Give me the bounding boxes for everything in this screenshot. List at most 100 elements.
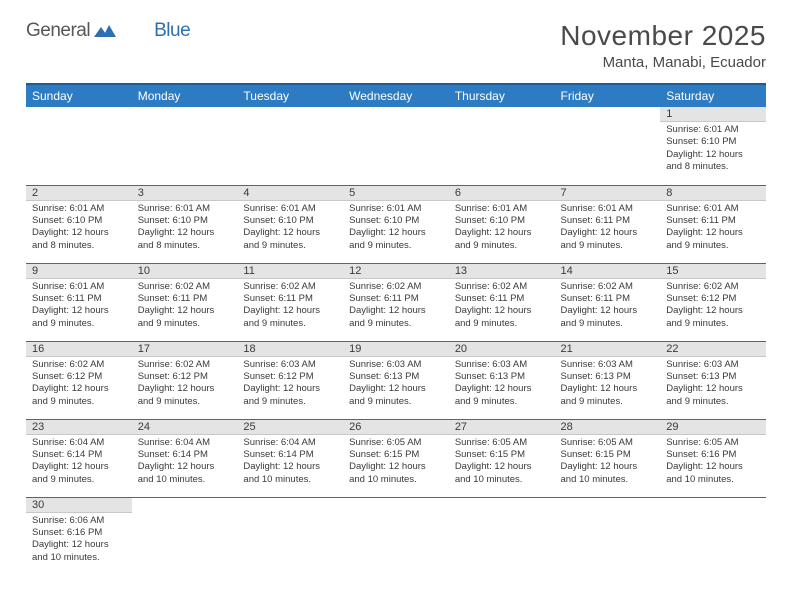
- sunrise-line: Sunrise: 6:01 AM: [138, 203, 210, 214]
- sunrise-line: Sunrise: 6:02 AM: [455, 281, 527, 292]
- day-number: 24: [132, 420, 238, 435]
- sunset-line: Sunset: 6:12 PM: [32, 371, 102, 382]
- header: GeneralBlue November 2025 Manta, Manabi,…: [26, 20, 766, 71]
- sunrise-line: Sunrise: 6:04 AM: [138, 437, 210, 448]
- sunrise-line: Sunrise: 6:02 AM: [32, 359, 104, 370]
- calendar-cell: 29Sunrise: 6:05 AMSunset: 6:16 PMDayligh…: [660, 419, 766, 497]
- sunrise-line: Sunrise: 6:04 AM: [243, 437, 315, 448]
- day-number: 4: [237, 186, 343, 201]
- day-number: 19: [343, 342, 449, 357]
- day-content: Sunrise: 6:05 AMSunset: 6:15 PMDaylight:…: [555, 435, 661, 490]
- day-content: Sunrise: 6:02 AMSunset: 6:11 PMDaylight:…: [555, 279, 661, 334]
- sunset-line: Sunset: 6:11 PM: [138, 293, 208, 304]
- day-number: 13: [449, 264, 555, 279]
- calendar-cell: 25Sunrise: 6:04 AMSunset: 6:14 PMDayligh…: [237, 419, 343, 497]
- calendar-cell: [132, 107, 238, 185]
- sunset-line: Sunset: 6:11 PM: [455, 293, 525, 304]
- day-number: 28: [555, 420, 661, 435]
- day-number: 16: [26, 342, 132, 357]
- daylight-line: Daylight: 12 hours and 9 minutes.: [138, 383, 215, 406]
- daylight-line: Daylight: 12 hours and 9 minutes.: [561, 305, 638, 328]
- day-number: 18: [237, 342, 343, 357]
- daylight-line: Daylight: 12 hours and 9 minutes.: [32, 383, 109, 406]
- daylight-line: Daylight: 12 hours and 9 minutes.: [349, 227, 426, 250]
- calendar-cell: 14Sunrise: 6:02 AMSunset: 6:11 PMDayligh…: [555, 263, 661, 341]
- calendar-cell: 3Sunrise: 6:01 AMSunset: 6:10 PMDaylight…: [132, 185, 238, 263]
- calendar-cell: [343, 107, 449, 185]
- calendar-cell: 30Sunrise: 6:06 AMSunset: 6:16 PMDayligh…: [26, 497, 132, 575]
- sunrise-line: Sunrise: 6:02 AM: [138, 281, 210, 292]
- day-number: 30: [26, 498, 132, 513]
- sunset-line: Sunset: 6:11 PM: [243, 293, 313, 304]
- sunset-line: Sunset: 6:10 PM: [666, 136, 736, 147]
- day-content: Sunrise: 6:01 AMSunset: 6:11 PMDaylight:…: [26, 279, 132, 334]
- sunset-line: Sunset: 6:10 PM: [349, 215, 419, 226]
- day-number: 29: [660, 420, 766, 435]
- day-content: Sunrise: 6:05 AMSunset: 6:16 PMDaylight:…: [660, 435, 766, 490]
- sunset-line: Sunset: 6:14 PM: [32, 449, 102, 460]
- sunset-line: Sunset: 6:11 PM: [561, 215, 631, 226]
- logo: GeneralBlue: [26, 20, 190, 42]
- calendar-body: 1Sunrise: 6:01 AMSunset: 6:10 PMDaylight…: [26, 107, 766, 575]
- sunset-line: Sunset: 6:11 PM: [561, 293, 631, 304]
- sunset-line: Sunset: 6:11 PM: [349, 293, 419, 304]
- sunrise-line: Sunrise: 6:02 AM: [349, 281, 421, 292]
- calendar-header-row: SundayMondayTuesdayWednesdayThursdayFrid…: [26, 84, 766, 107]
- day-number: 21: [555, 342, 661, 357]
- sunrise-line: Sunrise: 6:01 AM: [243, 203, 315, 214]
- calendar-cell: 11Sunrise: 6:02 AMSunset: 6:11 PMDayligh…: [237, 263, 343, 341]
- daylight-line: Daylight: 12 hours and 8 minutes.: [138, 227, 215, 250]
- daylight-line: Daylight: 12 hours and 9 minutes.: [455, 305, 532, 328]
- calendar-cell: 22Sunrise: 6:03 AMSunset: 6:13 PMDayligh…: [660, 341, 766, 419]
- calendar-cell: [26, 107, 132, 185]
- sunset-line: Sunset: 6:13 PM: [349, 371, 419, 382]
- day-content: Sunrise: 6:04 AMSunset: 6:14 PMDaylight:…: [26, 435, 132, 490]
- calendar-cell: 26Sunrise: 6:05 AMSunset: 6:15 PMDayligh…: [343, 419, 449, 497]
- day-number: 8: [660, 186, 766, 201]
- day-number: 17: [132, 342, 238, 357]
- daylight-line: Daylight: 12 hours and 9 minutes.: [349, 383, 426, 406]
- day-content: Sunrise: 6:02 AMSunset: 6:12 PMDaylight:…: [132, 357, 238, 412]
- calendar-cell: 1Sunrise: 6:01 AMSunset: 6:10 PMDaylight…: [660, 107, 766, 185]
- sunset-line: Sunset: 6:10 PM: [455, 215, 525, 226]
- day-content: Sunrise: 6:02 AMSunset: 6:12 PMDaylight:…: [660, 279, 766, 334]
- sunset-line: Sunset: 6:12 PM: [243, 371, 313, 382]
- weekday-header: Wednesday: [343, 84, 449, 107]
- daylight-line: Daylight: 12 hours and 10 minutes.: [666, 461, 743, 484]
- day-number: 26: [343, 420, 449, 435]
- location: Manta, Manabi, Ecuador: [560, 54, 766, 71]
- day-content: Sunrise: 6:01 AMSunset: 6:10 PMDaylight:…: [237, 201, 343, 256]
- calendar-cell: 16 Sunrise: 6:02 AMSunset: 6:12 PMDayligh…: [26, 341, 132, 419]
- day-number: 10: [132, 264, 238, 279]
- calendar-cell: [237, 107, 343, 185]
- weekday-header: Sunday: [26, 84, 132, 107]
- daylight-line: Daylight: 12 hours and 9 minutes.: [243, 305, 320, 328]
- calendar-cell: 17Sunrise: 6:02 AMSunset: 6:12 PMDayligh…: [132, 341, 238, 419]
- day-number: 12: [343, 264, 449, 279]
- daylight-line: Daylight: 12 hours and 10 minutes.: [455, 461, 532, 484]
- day-content: Sunrise: 6:04 AMSunset: 6:14 PMDaylight:…: [132, 435, 238, 490]
- sunset-line: Sunset: 6:16 PM: [32, 527, 102, 538]
- calendar-cell: 23Sunrise: 6:04 AMSunset: 6:14 PMDayligh…: [26, 419, 132, 497]
- calendar-cell: 13 Sunrise: 6:02 AMSunset: 6:11 PMDayligh…: [449, 263, 555, 341]
- daylight-line: Daylight: 12 hours and 9 minutes.: [138, 305, 215, 328]
- daylight-line: Daylight: 12 hours and 9 minutes.: [32, 461, 109, 484]
- calendar-row: 1Sunrise: 6:01 AMSunset: 6:10 PMDaylight…: [26, 107, 766, 185]
- day-content: Sunrise: 6:01 AMSunset: 6:10 PMDaylight:…: [132, 201, 238, 256]
- day-content: Sunrise: 6:03 AMSunset: 6:12 PMDaylight:…: [237, 357, 343, 412]
- sunset-line: Sunset: 6:13 PM: [666, 371, 736, 382]
- calendar-cell: 20Sunrise: 6:03 AMSunset: 6:13 PMDayligh…: [449, 341, 555, 419]
- sunset-line: Sunset: 6:14 PM: [243, 449, 313, 460]
- sunset-line: Sunset: 6:12 PM: [138, 371, 208, 382]
- day-number: 9: [26, 264, 132, 279]
- calendar-table: SundayMondayTuesdayWednesdayThursdayFrid…: [26, 83, 766, 575]
- day-number: 5: [343, 186, 449, 201]
- month-title: November 2025: [560, 20, 766, 52]
- sunrise-line: Sunrise: 6:03 AM: [243, 359, 315, 370]
- sunrise-line: Sunrise: 6:04 AM: [32, 437, 104, 448]
- day-content: Sunrise: 6:03 AMSunset: 6:13 PMDaylight:…: [343, 357, 449, 412]
- day-content: Sunrise: 6:01 AMSunset: 6:11 PMDaylight:…: [555, 201, 661, 256]
- sunrise-line: Sunrise: 6:03 AM: [349, 359, 421, 370]
- sunrise-line: Sunrise: 6:06 AM: [32, 515, 104, 526]
- day-content: Sunrise: 6:02 AMSunset: 6:11 PMDaylight:…: [132, 279, 238, 334]
